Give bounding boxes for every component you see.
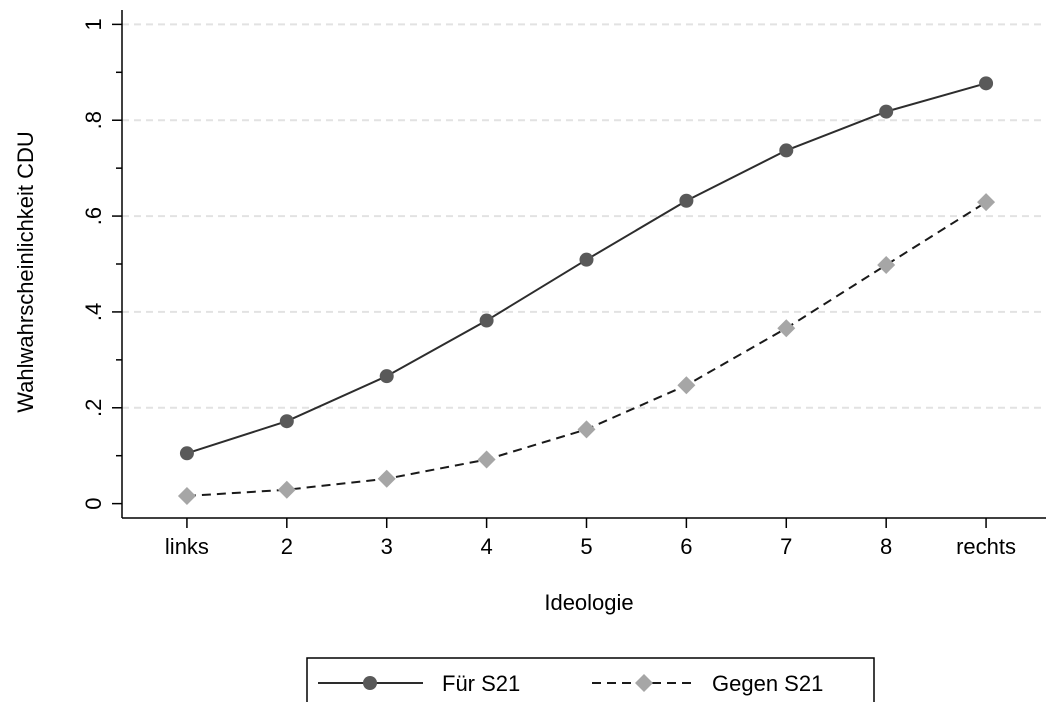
x-tick-label: links [165, 534, 209, 559]
diamond-marker [977, 193, 996, 212]
x-tick-label: 7 [780, 534, 792, 559]
diamond-marker [477, 450, 496, 469]
circle-marker [379, 369, 394, 384]
diamond-marker [877, 255, 896, 274]
diamond-marker [677, 376, 696, 395]
legend-item: Gegen S21 [592, 671, 823, 696]
grid-lines [122, 23, 1046, 409]
x-tick-label: rechts [956, 534, 1016, 559]
diamond-marker [277, 480, 296, 499]
y-tick-label: .4 [81, 303, 106, 321]
axes: 0 .2 .4 .6 .8 1 links 2 3 4 5 6 7 8 rechts [81, 10, 1046, 559]
x-tick-label: 3 [381, 534, 393, 559]
diamond-marker [177, 486, 196, 505]
x-tick-label: 2 [281, 534, 293, 559]
y-tick-label: 1 [81, 18, 106, 30]
legend-label: Für S21 [442, 671, 520, 696]
series-group [177, 76, 996, 505]
x-tick-label: 5 [580, 534, 592, 559]
circle-marker [979, 76, 994, 91]
circle-marker [279, 414, 294, 429]
circle-marker [179, 446, 194, 461]
legend-box [306, 657, 875, 702]
legend-label: Gegen S21 [712, 671, 823, 696]
y-tick-label: .6 [81, 207, 106, 225]
series-fuer-s21 [179, 76, 994, 461]
series-gegen-s21 [177, 193, 996, 505]
legend-item: Für S21 [318, 671, 520, 696]
y-tick-label: .8 [81, 111, 106, 129]
legend: Für S21 Gegen S21 [306, 657, 875, 702]
x-axis-title: Ideologie [544, 590, 633, 615]
y-tick-label: .2 [81, 399, 106, 417]
x-tick-label: 6 [680, 534, 692, 559]
diamond-marker [577, 420, 596, 439]
y-axis-title: Wahlwahrscheinlichkeit CDU [13, 131, 38, 413]
circle-marker [779, 143, 794, 158]
circle-marker [479, 313, 494, 328]
legend-marker [363, 676, 377, 690]
x-tick-label: 8 [880, 534, 892, 559]
circle-marker [579, 252, 594, 267]
x-tick-label: 4 [480, 534, 492, 559]
y-tick-label: 0 [81, 497, 106, 509]
diamond-marker [777, 319, 796, 338]
diamond-marker [377, 469, 396, 488]
circle-marker [879, 104, 894, 119]
legend-marker [635, 674, 653, 692]
circle-marker [679, 193, 694, 208]
